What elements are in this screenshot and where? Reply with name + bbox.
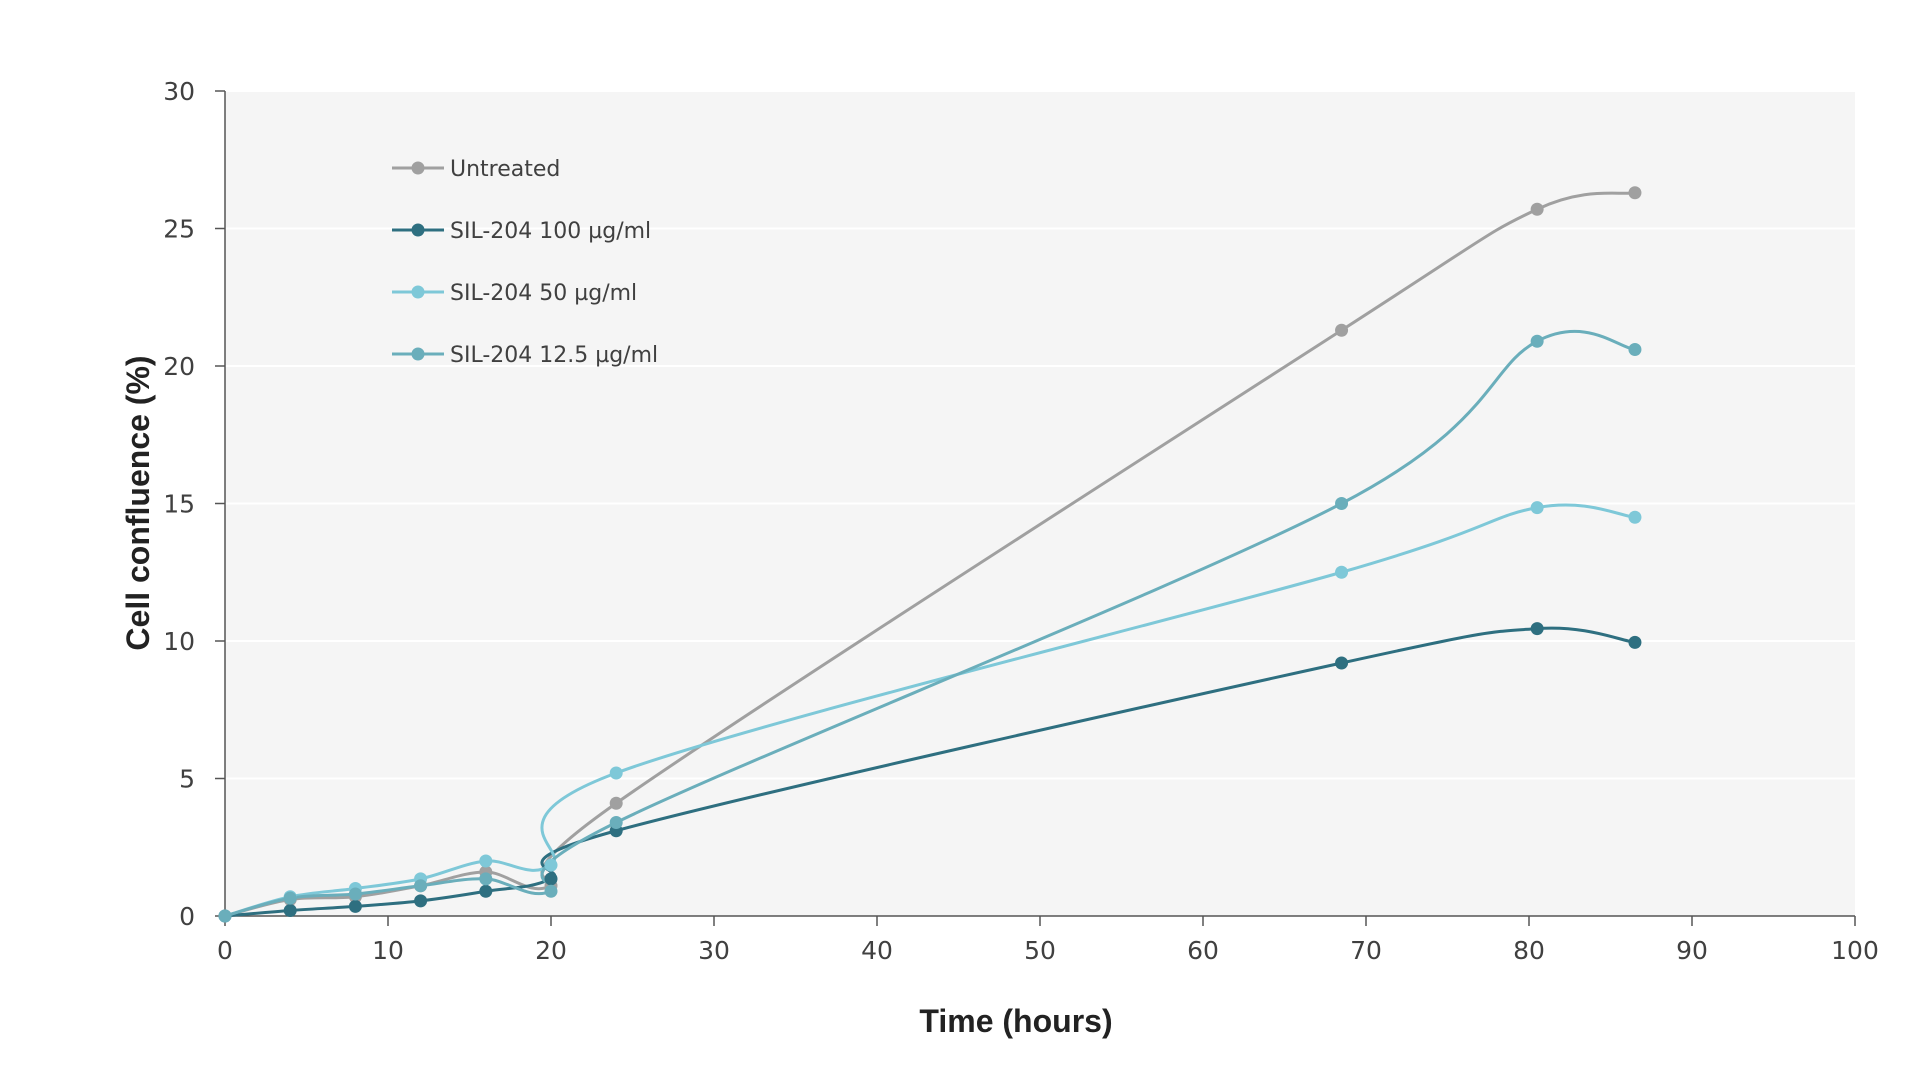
- legend: Untreated SIL-204 100 µg/ml SIL-204 50 µg/…: [392, 157, 658, 368]
- data-point: [609, 796, 623, 810]
- y-tick-label: 20: [163, 352, 195, 381]
- y-tick-label: 25: [163, 215, 195, 244]
- y-tick-label: 10: [163, 627, 195, 656]
- data-point: [1335, 656, 1349, 670]
- x-tick-label: 40: [861, 936, 893, 965]
- data-point: [1335, 497, 1349, 510]
- data-point: [283, 891, 297, 905]
- y-tick-label: 30: [163, 77, 195, 106]
- x-axis-title: Time (hours): [919, 1003, 1112, 1039]
- data-point: [1530, 501, 1544, 515]
- y-tick-label: 5: [179, 765, 195, 794]
- data-point: [1628, 635, 1642, 649]
- data-point: [544, 872, 558, 886]
- legend-label: SIL-204 50 µg/ml: [450, 281, 637, 306]
- data-point: [218, 909, 232, 923]
- legend-swatch-marker: [411, 161, 425, 175]
- data-point: [348, 887, 362, 901]
- data-point: [414, 894, 428, 908]
- series-points: [218, 186, 1642, 923]
- x-tick-label: 50: [1024, 936, 1056, 965]
- data-point: [1628, 510, 1642, 524]
- axes: 0 5 10 15 20 25 30 0 10 20 30 40 50 60 70 80 90 100: [163, 77, 1879, 965]
- data-point: [479, 872, 493, 886]
- y-tick-label: 15: [163, 490, 195, 519]
- x-tick-label: 60: [1187, 936, 1219, 965]
- x-tick-label: 20: [535, 936, 567, 965]
- legend-label: Untreated: [450, 157, 560, 182]
- y-axis-title: Cell confluence (%): [120, 355, 156, 650]
- x-tick-label: 80: [1513, 936, 1545, 965]
- legend-swatch-marker: [411, 347, 425, 361]
- x-tick-label: 70: [1350, 936, 1382, 965]
- data-point: [479, 854, 493, 868]
- data-point: [414, 879, 428, 893]
- data-point: [1530, 334, 1544, 348]
- x-tick-label: 30: [698, 936, 730, 965]
- data-point: [1335, 323, 1349, 337]
- legend-swatch-marker: [411, 285, 425, 299]
- data-point: [479, 884, 493, 898]
- data-point: [1335, 565, 1349, 579]
- legend-label: SIL-204 12.5 µg/ml: [450, 343, 658, 368]
- x-tick-label: 90: [1676, 936, 1708, 965]
- data-point: [1628, 343, 1642, 356]
- x-tick-label: 100: [1831, 936, 1879, 965]
- legend-swatch-marker: [411, 223, 425, 237]
- data-point: [609, 766, 623, 780]
- data-point: [348, 899, 362, 913]
- x-tick-label: 10: [372, 936, 404, 965]
- data-point: [544, 858, 558, 872]
- data-point: [1530, 202, 1544, 216]
- data-point: [1628, 186, 1642, 200]
- data-point: [609, 816, 623, 829]
- data-point: [1530, 622, 1544, 636]
- y-tick-label: 0: [179, 902, 195, 931]
- data-point: [283, 904, 297, 917]
- legend-label: SIL-204 100 µg/ml: [450, 219, 651, 244]
- x-tick-label: 0: [217, 936, 233, 965]
- data-point: [544, 884, 558, 898]
